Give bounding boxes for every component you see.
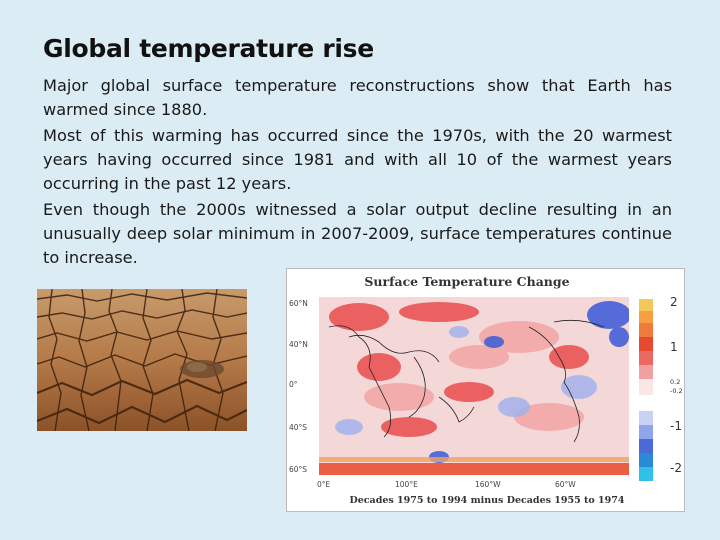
temperature-map-figure: Surface Temperature Change 60°N 40°N 0° … [286, 268, 685, 512]
lat-label-60s: 60°S [289, 465, 308, 474]
map-title: Surface Temperature Change [364, 274, 570, 289]
lat-label-40s: 40°S [289, 423, 308, 432]
paragraph-warming-since-1970s: Most of this warming has occurred since … [43, 126, 672, 193]
color-scale [639, 299, 653, 481]
slide-title: Global temperature rise [43, 34, 374, 63]
map-caption: Decades 1975 to 1994 minus Decades 1955 … [349, 495, 625, 506]
temperature-map [319, 297, 629, 475]
scale-tick-2: 2 [670, 295, 678, 309]
lat-label-40n: 40°N [289, 340, 308, 349]
scale-tick-neg-2: -2 [670, 461, 682, 475]
lat-label-60n: 60°N [289, 299, 308, 308]
scale-tick-neg-0-2: -0.2 [670, 387, 683, 395]
lat-label-equator: 0° [289, 380, 298, 389]
paragraph-solar-minimum: Even though the 2000s witnessed a solar … [43, 200, 672, 267]
lon-label-0e: 0°E [317, 480, 331, 489]
scale-tick-0-2: 0.2 [670, 378, 681, 386]
cracked-earth-image [37, 289, 247, 431]
lon-label-100e: 100°E [395, 480, 418, 489]
lon-label-60w: 60°W [555, 480, 576, 489]
paragraph-warming-since-1880: Major global surface temperature reconst… [43, 76, 672, 119]
slide-body: Major global surface temperature reconst… [43, 74, 672, 272]
lon-label-160w: 160°W [475, 480, 501, 489]
scale-tick-neg-1: -1 [670, 419, 682, 433]
scale-tick-1: 1 [670, 340, 678, 354]
